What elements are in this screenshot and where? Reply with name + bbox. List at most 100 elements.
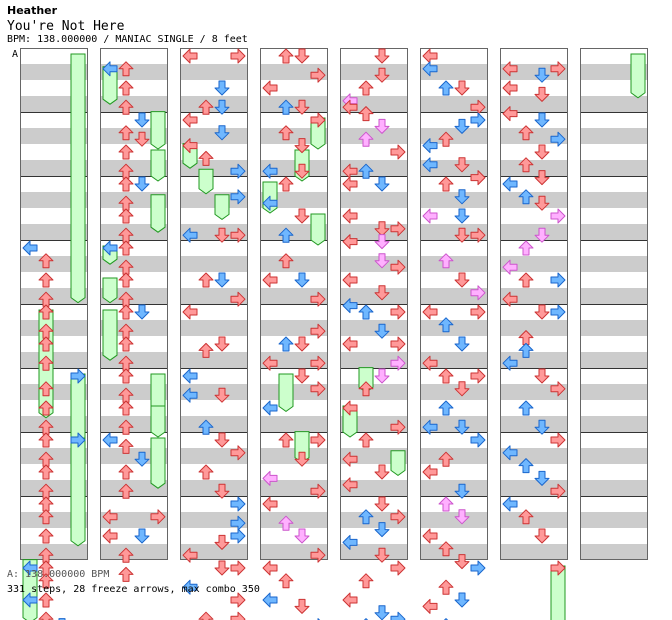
step-arrow-down [118,547,134,563]
step-arrow-left [502,355,518,371]
step-arrow-left [422,304,438,320]
step-arrow-down [438,400,454,416]
step-arrow-left [182,387,198,403]
step-arrow-left [502,259,518,275]
step-arrow-down [38,509,54,525]
step-arrow-right [470,170,486,186]
step-arrow-up [534,368,550,384]
step-arrow-up [534,86,550,102]
step-arrow-right [550,272,566,288]
step-arrow-right [70,368,86,384]
freeze-arrow [310,213,326,246]
step-arrow-up [374,285,390,301]
step-arrow-up [214,387,230,403]
step-arrow-up [294,451,310,467]
step-arrow-down [438,131,454,147]
step-statistics: 331 steps, 28 freeze arrows, max combo 3… [7,584,260,595]
step-arrow-left [422,464,438,480]
step-arrow-left [502,291,518,307]
step-arrow-right [230,611,246,620]
step-arrow-up [214,483,230,499]
step-arrow-right [230,163,246,179]
chart-column [340,48,408,620]
step-arrow-right [230,592,246,608]
step-arrow-down [198,342,214,358]
step-arrow-up [134,131,150,147]
freeze-arrow [102,277,118,304]
step-arrow-right [470,304,486,320]
step-arrow-down [118,336,134,352]
step-arrow-up [294,99,310,115]
step-arrow-up [534,195,550,211]
step-arrow-left [102,61,118,77]
step-arrow-right [230,48,246,64]
step-arrow-left [502,496,518,512]
step-arrow-down [118,125,134,141]
step-arrow-up [454,592,470,608]
step-arrow-right [310,355,326,371]
step-arrow-down [518,458,534,474]
step-arrow-left [342,99,358,115]
step-arrow-left [422,419,438,435]
step-arrow-right [230,496,246,512]
step-arrow-down [38,400,54,416]
freeze-arrow [70,437,86,547]
step-arrow-left [262,272,278,288]
step-arrow-down [278,48,294,64]
chart-column [20,48,88,620]
step-arrow-left [342,208,358,224]
step-arrow-left [422,61,438,77]
step-arrow-down [38,611,54,620]
step-arrow-left [422,208,438,224]
step-arrow-down [518,272,534,288]
step-arrow-up [454,80,470,96]
step-arrow-left [342,592,358,608]
step-arrow-left [102,240,118,256]
freeze-arrow [150,405,166,438]
step-arrow-left [22,240,38,256]
step-arrow-right [390,304,406,320]
step-arrow-right [470,227,486,243]
step-arrow-right [470,285,486,301]
step-arrow-right [550,304,566,320]
step-arrow-left [262,470,278,486]
step-arrow-left [182,227,198,243]
step-arrow-right [550,560,566,576]
step-arrow-up [454,483,470,499]
step-arrow-up [54,618,70,620]
step-arrow-up [214,272,230,288]
step-arrow-down [278,253,294,269]
freeze-arrow [198,168,214,195]
step-arrow-up [214,227,230,243]
step-arrow-right [310,323,326,339]
step-arrow-right [390,611,406,620]
step-arrow-down [118,240,134,256]
step-arrow-down [438,176,454,192]
bpm-legend: A: 138.000000 BPM [7,569,110,580]
step-arrow-up [374,464,390,480]
step-arrow-down [358,163,374,179]
step-arrow-left [182,112,198,128]
step-arrow-up [214,560,230,576]
freeze-arrow [390,450,406,477]
step-arrow-left [262,592,278,608]
step-arrow-down [518,157,534,173]
step-arrow-down [278,573,294,589]
step-arrow-down [278,227,294,243]
step-arrow-down [38,272,54,288]
freeze-arrow [150,111,166,150]
step-arrow-down [38,381,54,397]
step-arrow-up [374,496,390,512]
step-arrow-down [118,208,134,224]
chart-column [580,48,648,560]
step-arrow-up [214,125,230,141]
step-arrow-down [118,368,134,384]
chart-column [180,48,248,620]
step-arrow-right [390,560,406,576]
step-arrow-right [390,509,406,525]
step-arrow-left [502,61,518,77]
chart-column [100,48,168,582]
step-arrow-left [182,579,198,595]
step-arrow-down [38,573,54,589]
step-arrow-down [118,61,134,77]
